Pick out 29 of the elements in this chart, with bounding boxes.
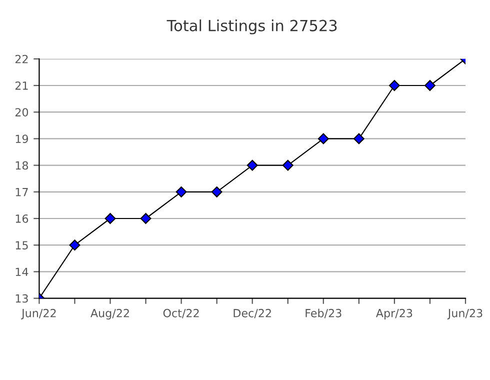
y-tick-label: 21: [15, 81, 28, 90]
y-tick-label: 20: [15, 108, 28, 116]
point: [140, 213, 152, 224]
point: [69, 240, 80, 251]
x-tick-label: Feb/23: [306, 308, 342, 318]
x-tick-label: Dec/22: [234, 308, 271, 318]
point: [388, 80, 400, 91]
point: [246, 160, 258, 171]
point: [353, 133, 364, 144]
point: [211, 186, 222, 198]
point: [318, 133, 329, 144]
y-tick-label: 18: [16, 161, 28, 170]
point: [176, 186, 187, 198]
x-tick-label: Apr/23: [376, 308, 412, 320]
y-tick-label: 15: [16, 241, 28, 250]
y-tick-label: 16: [16, 214, 28, 223]
y-tick-label: 13: [16, 294, 28, 303]
point: [104, 213, 116, 224]
point: [424, 80, 436, 91]
y-tick-label: 22: [15, 54, 28, 64]
y-tick-label: 17: [16, 188, 28, 196]
x-tick-label: Aug/22: [90, 308, 129, 320]
x-tick-label: Jun/23: [447, 308, 482, 320]
y-tick-label: 19: [16, 134, 28, 144]
point: [282, 160, 294, 171]
x-tick-label: Oct/22: [163, 308, 199, 318]
y-tick-label: 14: [16, 268, 28, 276]
x-tick-label: Jun/22: [21, 308, 56, 320]
chart-title: Total Listings in 27523: [166, 20, 337, 34]
